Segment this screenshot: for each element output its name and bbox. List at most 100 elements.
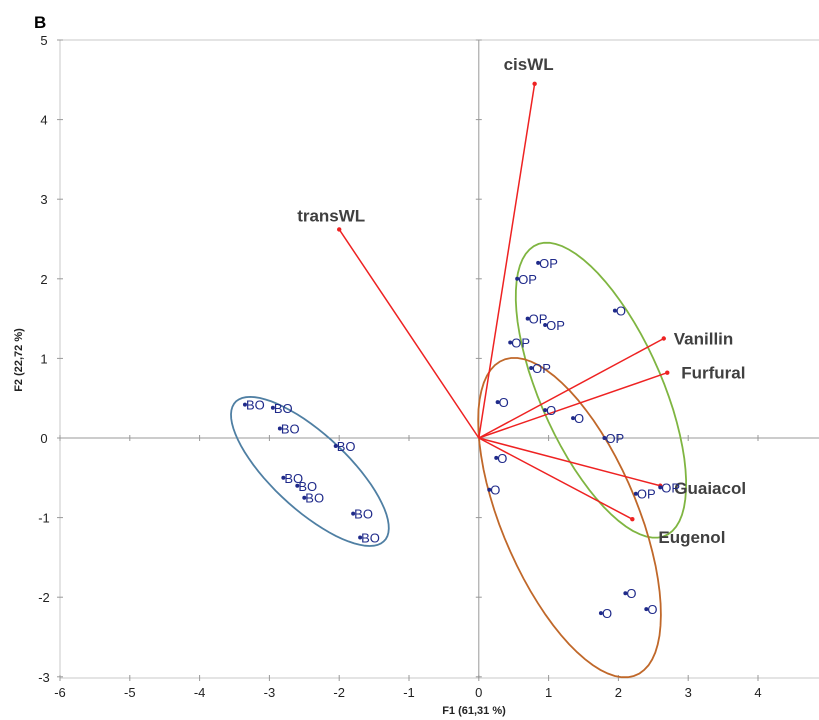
axes <box>57 39 819 681</box>
observation-point <box>508 340 513 345</box>
observation-point <box>612 308 617 313</box>
x-tick-label: 4 <box>754 685 761 700</box>
observation-point <box>598 611 603 616</box>
y-tick-label: 5 <box>40 33 47 48</box>
observation-point <box>494 455 499 460</box>
observation-label: O <box>490 483 500 498</box>
observation-point <box>302 495 307 500</box>
observation-point <box>623 591 628 596</box>
observation-label: BO <box>284 471 303 486</box>
observation-point <box>536 260 541 265</box>
observation-label: O <box>616 304 626 319</box>
vector-tip-furfural <box>665 370 670 375</box>
vector-tip-transwl <box>337 227 342 232</box>
observation-label: OP <box>605 431 624 446</box>
vector-transwl <box>338 229 480 439</box>
observation-label: OP <box>532 361 551 376</box>
x-tick-label: 2 <box>615 685 622 700</box>
tick-labels: -6 -5 -4 -3 -2 -1 0 1 2 3 4 -3 -2 -1 0 1 2 3 4 5 <box>38 33 761 700</box>
ellipse-o <box>477 357 662 679</box>
observation-label: OP <box>661 480 680 495</box>
x-tick-label: -5 <box>124 685 136 700</box>
observation-label: BO <box>281 421 300 436</box>
y-tick-label: 4 <box>40 113 47 128</box>
observation-label: BO <box>246 398 265 413</box>
observation-point <box>658 485 663 490</box>
x-tick-label: -2 <box>333 685 345 700</box>
observation-point <box>495 400 500 405</box>
observation-point <box>242 402 247 407</box>
observation-label: O <box>499 395 509 410</box>
observation-label: BO <box>354 507 373 522</box>
observation-label: BO <box>298 479 317 494</box>
observation-label: BO <box>305 491 324 506</box>
variable-vectors: cisWL transWL Vanillin Furfural Guaiacol Euge… <box>297 55 746 547</box>
observation-label: O <box>546 403 556 418</box>
observation-point <box>333 443 338 448</box>
observation-label: O <box>647 602 657 617</box>
vector-eugenol <box>478 437 633 520</box>
y-tick-label: -3 <box>38 670 50 685</box>
x-tick-label: 3 <box>685 685 692 700</box>
observation-label: BO <box>361 531 380 546</box>
x-tick-label: -6 <box>54 685 66 700</box>
observation-point <box>543 322 548 327</box>
y-tick-label: -2 <box>38 590 50 605</box>
observation-label: OP <box>518 272 537 287</box>
vector-tip-ciswl <box>532 81 537 86</box>
observation-point <box>529 365 534 370</box>
vector-tip-vanillin <box>661 336 666 341</box>
observation-label: O <box>602 606 612 621</box>
observation-points: BO BOBOBOBOBOBOBOBOOPOPOPOPOPOPOOOOOPOOOO… <box>242 256 680 621</box>
x-tick-label: -4 <box>194 685 206 700</box>
vector-guaiacol <box>478 437 661 487</box>
observation-label: OP <box>546 318 565 333</box>
observation-point <box>525 316 530 321</box>
observation-label: BO <box>337 439 356 454</box>
variable-label-transwl: transWL <box>297 206 365 225</box>
y-axis-title: F2 (22,72 %) <box>13 328 25 392</box>
observation-point <box>277 426 282 431</box>
variable-label-furfural: Furfural <box>681 364 745 383</box>
vector-vanillin <box>478 337 665 439</box>
observation-point <box>295 483 300 488</box>
observation-point <box>515 276 520 281</box>
variable-label-vanillin: Vanillin <box>674 330 734 349</box>
observation-point <box>351 511 356 516</box>
observation-label: O <box>497 451 507 466</box>
observation-label: OP <box>511 335 530 350</box>
x-tick-label: -3 <box>264 685 276 700</box>
observation-label: O <box>626 586 636 601</box>
ellipse-op <box>514 241 688 539</box>
x-axis-title: F1 (61,31 %) <box>442 705 506 717</box>
observation-point <box>644 607 649 612</box>
observation-label: O <box>574 411 584 426</box>
variable-label-eugenol: Eugenol <box>658 528 725 547</box>
panel-label: B <box>34 13 46 32</box>
group-ellipses <box>230 241 688 679</box>
y-tick-label: -1 <box>38 511 50 526</box>
observation-point <box>281 475 286 480</box>
vector-ciswl <box>478 83 536 439</box>
variable-label-ciswl: cisWL <box>504 55 554 74</box>
observation-label: OP <box>539 256 558 271</box>
observation-point <box>602 436 607 440</box>
observation-point <box>270 405 275 410</box>
y-tick-label: 1 <box>40 351 47 366</box>
ellipse-bo <box>230 395 390 547</box>
x-tick-label: -1 <box>403 685 415 700</box>
x-tick-label: 0 <box>475 685 482 700</box>
observation-label: OP <box>637 487 656 502</box>
y-tick-label: 2 <box>40 272 47 287</box>
plot-area-frame <box>59 39 819 679</box>
y-tick-label: 0 <box>40 431 47 446</box>
variable-label-guaiacol: Guaiacol <box>674 479 746 498</box>
observation-point <box>487 487 492 492</box>
observation-point <box>358 535 363 540</box>
observation-point <box>543 408 548 413</box>
observation-point <box>571 416 576 421</box>
observation-label: OP <box>529 312 548 327</box>
observation-label: BO <box>274 401 293 416</box>
vector-furfural <box>478 372 668 439</box>
